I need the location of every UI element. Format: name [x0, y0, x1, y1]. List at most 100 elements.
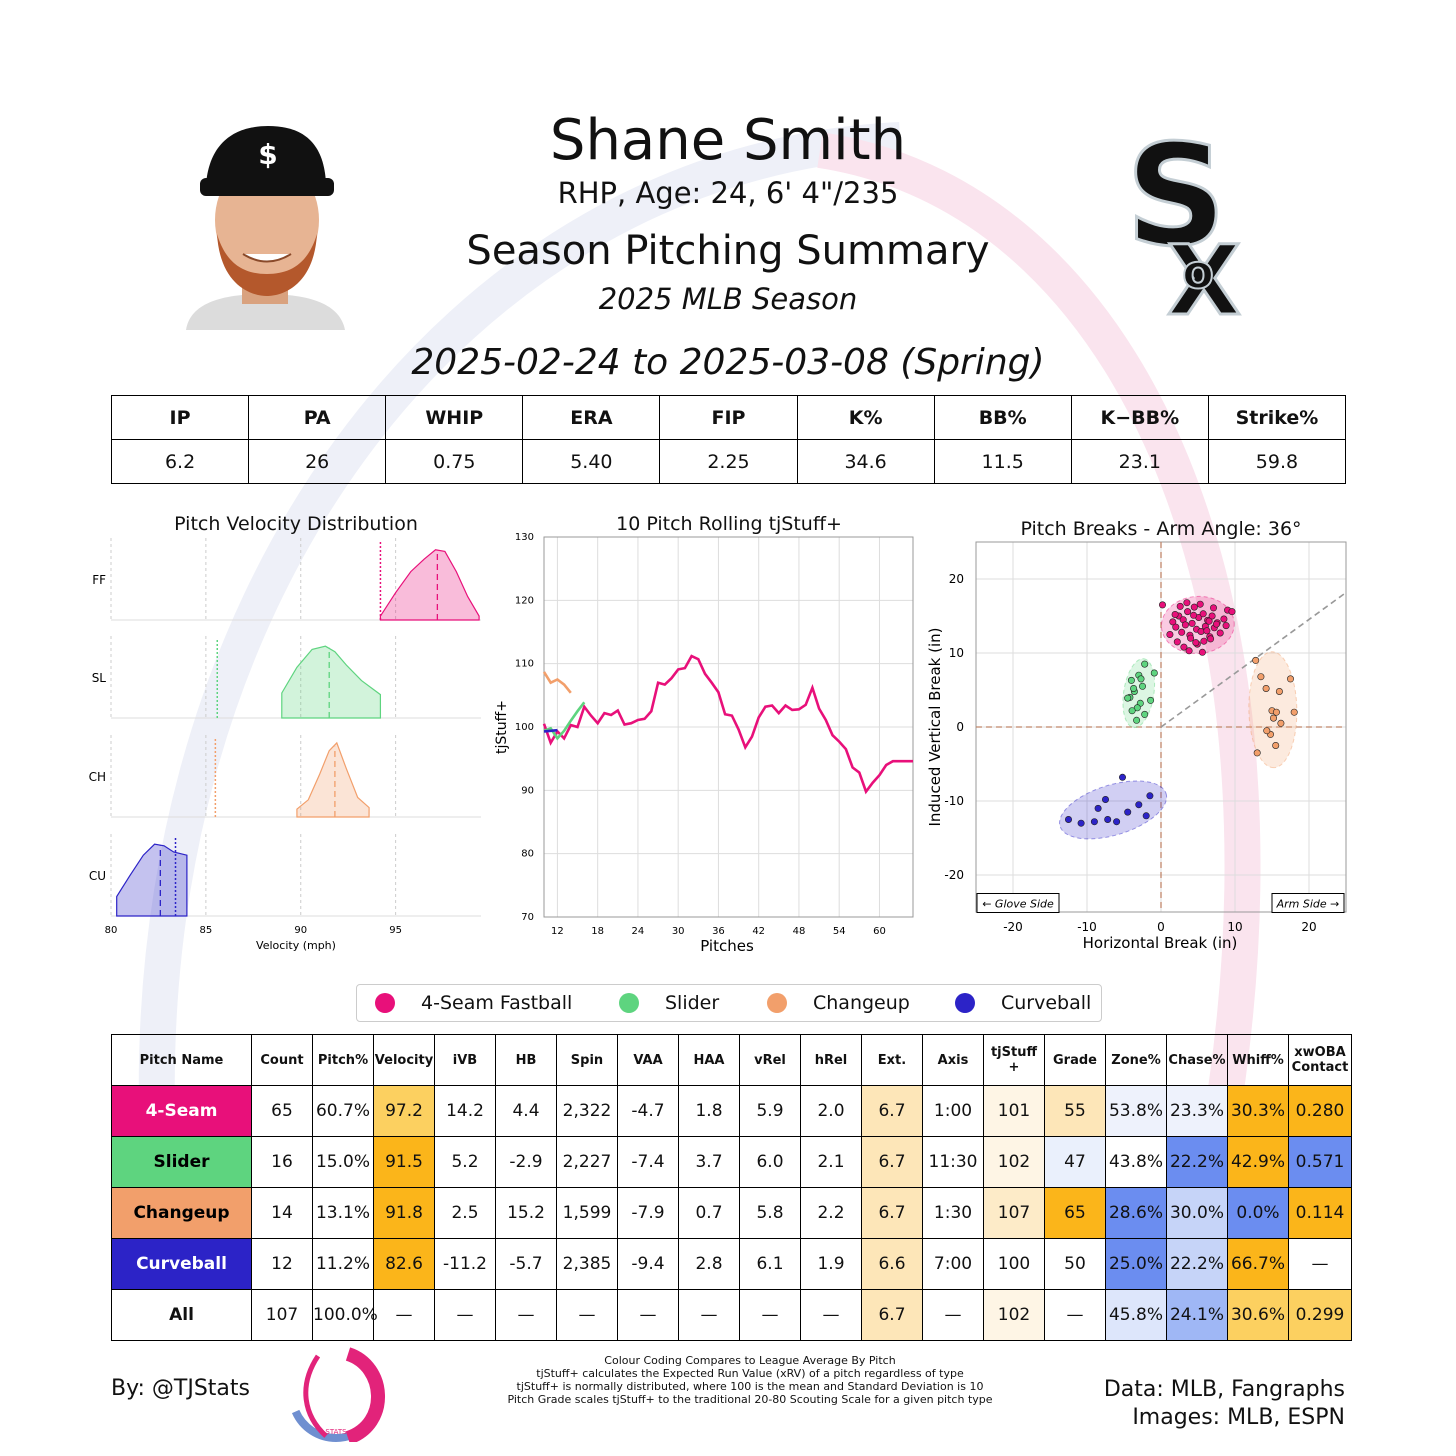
legend-label-ch: Changeup — [813, 992, 910, 1014]
breaks-y-tick-label: -10 — [944, 794, 964, 808]
pitch-table-cell: -11.2 — [434, 1238, 496, 1290]
pitch-table-cell: 13.1% — [312, 1187, 374, 1239]
breaks-point-ff — [1192, 639, 1200, 647]
pitch-legend: 4-Seam Fastball Slider Changeup Curvebal… — [356, 984, 1102, 1022]
pitch-table-cell: — — [617, 1289, 679, 1341]
summary-value-whip: 0.75 — [385, 439, 524, 484]
breaks-point-cu — [1113, 818, 1121, 826]
pitch-table-cell: 101 — [983, 1085, 1045, 1137]
rolling-y-tick-label: 70 — [521, 912, 534, 923]
pitch-table-cell: 1.9 — [800, 1238, 862, 1290]
velocity-row-label-ff: FF — [92, 573, 106, 587]
rolling-x-tick-label: 18 — [591, 926, 604, 937]
breaks-chart-title: Pitch Breaks - Arm Angle: 36° — [1020, 518, 1302, 540]
breaks-point-ch — [1286, 675, 1294, 683]
breaks-point-ch — [1275, 688, 1283, 696]
footnote-line: tjStuff+ calculates the Expected Run Val… — [536, 1367, 964, 1380]
breaks-point-cu — [1146, 792, 1154, 800]
rolling-x-tick-label: 54 — [833, 926, 846, 937]
breaks-point-ff — [1166, 631, 1174, 639]
pitch-table-cell: 0.114 — [1288, 1187, 1352, 1239]
breaks-point-sl — [1130, 685, 1138, 693]
pitch-table-cell: 5.9 — [739, 1085, 801, 1137]
pitch-table-cell: 2.2 — [800, 1187, 862, 1239]
pitch-table-cell: 16 — [251, 1136, 313, 1188]
pitch-table-cell: 47 — [1044, 1136, 1106, 1188]
breaks-point-ff — [1185, 647, 1193, 655]
player-name: Shane Smith — [549, 108, 907, 173]
pitch-table-cell: 11.2% — [312, 1238, 374, 1290]
pitch-table-cell: 1,599 — [556, 1187, 618, 1239]
pitch-table-cell: 3.7 — [678, 1136, 740, 1188]
pitch-table-cell: 2.1 — [800, 1136, 862, 1188]
pitch-table-cell: 65 — [251, 1085, 313, 1137]
velocity-density-sl — [281, 645, 382, 719]
data-sources: Data: MLB, Fangraphs Images: MLB, ESPN — [1104, 1376, 1345, 1432]
breaks-x-tick-label: -10 — [1077, 920, 1097, 934]
pitch-table-header-cell: hRel — [800, 1034, 862, 1086]
pitch-table-cell: 23.3% — [1166, 1085, 1228, 1137]
pitch-table-cell: — — [1044, 1289, 1106, 1341]
breaks-point-ff — [1181, 621, 1189, 629]
team-logo: S X o — [1118, 114, 1268, 339]
legend-item-ff: 4-Seam Fastball — [375, 985, 572, 1021]
pitch-table-cell: 55 — [1044, 1085, 1106, 1137]
breaks-point-ff — [1197, 628, 1205, 636]
breaks-point-sl — [1141, 660, 1149, 668]
summary-value-pa: 26 — [248, 439, 387, 484]
pitch-table-cell: 6.0 — [739, 1136, 801, 1188]
rolling-x-tick-label: 12 — [551, 926, 564, 937]
velocity-row-label-cu: CU — [89, 869, 106, 883]
pitch-table-cell: 107 — [983, 1187, 1045, 1239]
breaks-point-ff — [1173, 638, 1181, 646]
author-credit: By: @TJStats — [111, 1376, 251, 1401]
pitch-table-header-cell: Count — [251, 1034, 313, 1086]
pitch-table-cell: 15.0% — [312, 1136, 374, 1188]
pitch-table-cell: 1.8 — [678, 1085, 740, 1137]
breaks-point-cu — [1090, 818, 1098, 826]
rolling-y-axis-label: tjStuff+ — [494, 700, 510, 754]
summary-stats-table: IP PA WHIP ERA FIP K% BB% K−BB% Strike% … — [110, 395, 1347, 484]
summary-value-k-bb-pct: 23.1 — [1070, 439, 1209, 484]
tjstats-logo: STATS — [286, 1346, 386, 1445]
breaks-point-sl — [1150, 669, 1158, 677]
breaks-point-ff — [1212, 620, 1220, 628]
summary-header-k-pct: K% — [796, 395, 935, 440]
summary-header-strike-pct: Strike% — [1207, 395, 1347, 440]
pitch-table-cell: 2.0 — [800, 1085, 862, 1137]
pitch-table-cell: 60.7% — [312, 1085, 374, 1137]
report-title: Season Pitching Summary — [466, 228, 990, 274]
rolling-x-tick-label: 36 — [712, 926, 725, 937]
velocity-tick-label: 90 — [294, 925, 307, 936]
summary-header-ip: IP — [110, 395, 250, 440]
breaks-point-sl — [1124, 694, 1132, 702]
summary-value-ip: 6.2 — [110, 439, 250, 484]
breaks-point-ff — [1222, 622, 1230, 630]
breaks-point-sl — [1137, 675, 1145, 683]
rolling-y-tick-label: 110 — [515, 659, 534, 670]
pitch-table-cell: — — [922, 1289, 984, 1341]
breaks-point-ch — [1252, 656, 1260, 664]
arm-side-box — [1271, 893, 1345, 913]
breaks-x-tick-label: 10 — [1227, 920, 1242, 934]
pitch-table-row: 4-Seam 65 60.7% 97.2 14.2 4.4 2,322 -4.7 1.8 5.9 2… — [111, 1085, 1352, 1137]
footnote-line: Pitch Grade scales tjStuff+ to the tradi… — [507, 1393, 993, 1406]
pitch-table-row: Changeup 14 13.1% 91.8 2.5 15.2 1,599 -7.9 0.7 5.… — [111, 1187, 1352, 1239]
pitch-table-cell: 2,385 — [556, 1238, 618, 1290]
pitch-table-header-cell: Pitch Name — [111, 1034, 252, 1086]
pitch-table-cell: 2,322 — [556, 1085, 618, 1137]
rolling-line-ch — [542, 671, 572, 694]
breaks-point-ff — [1183, 599, 1191, 607]
pitch-table-cell: 100 — [983, 1238, 1045, 1290]
pitch-table-cell: — — [1288, 1238, 1352, 1290]
footnote-line: Colour Coding Compares to League Average… — [604, 1354, 896, 1367]
pitch-table-cell: 53.8% — [1105, 1085, 1167, 1137]
breaks-point-cu — [1135, 801, 1143, 809]
pitch-table-header-cell: Spin — [556, 1034, 618, 1086]
pitch-table-cell: 1:30 — [922, 1187, 984, 1239]
pitch-table-cell: 24.1% — [1166, 1289, 1228, 1341]
pitch-table-cell: 2.5 — [434, 1187, 496, 1239]
rolling-x-tick-label: 30 — [672, 926, 685, 937]
summary-value-fip: 2.25 — [659, 439, 798, 484]
pitch-table-header-cell: tjStuff + — [983, 1034, 1045, 1086]
